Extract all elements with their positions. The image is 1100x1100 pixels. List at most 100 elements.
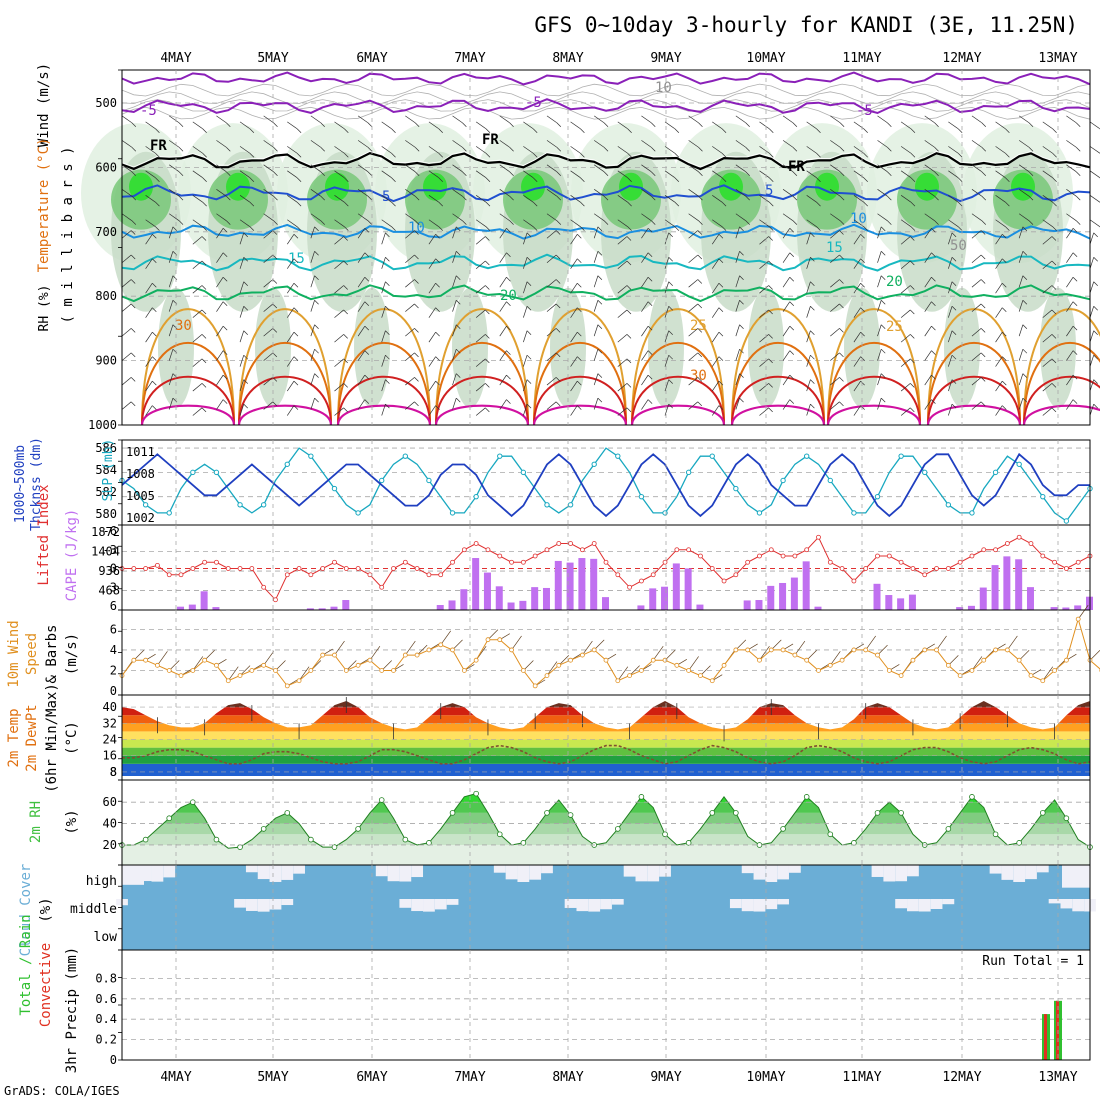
wind-barb — [806, 195, 817, 203]
wind-barb — [499, 399, 507, 410]
wind-barb — [1066, 140, 1077, 148]
wind-barb — [593, 213, 605, 221]
temp-tick: 16 — [103, 749, 117, 763]
ylabel-cloud-cover: Cloud Cover — [18, 864, 34, 957]
wind-barb — [664, 170, 676, 178]
slp-point — [851, 510, 857, 516]
wind-barb-flag — [668, 281, 673, 287]
wind10m-point — [662, 657, 668, 663]
ylabel-rh-units: (%) — [64, 809, 80, 834]
contour-label: -5 — [525, 95, 542, 111]
li-point — [792, 553, 798, 559]
rh2m-point — [898, 810, 904, 816]
cape-tick: 1872 — [91, 525, 120, 539]
wind-barb-flag — [910, 226, 916, 231]
wind-barb-flag — [577, 234, 582, 239]
wind-barb-flag — [1022, 226, 1028, 232]
wind-barb-flag — [414, 195, 420, 201]
wind10m-point — [591, 647, 597, 653]
cloud-mid-gap — [1060, 899, 1073, 909]
wind-barb — [310, 324, 315, 337]
wind-barb — [948, 257, 953, 269]
wind10m-point — [532, 683, 538, 689]
wind-barb-flag — [626, 285, 632, 290]
slp-point — [945, 502, 952, 508]
wind-barb — [1042, 260, 1053, 269]
wind-barb — [924, 374, 932, 386]
wind-barb-flag — [718, 331, 724, 337]
wind-barb-flag — [462, 146, 467, 152]
thick-tick-left: 584 — [95, 463, 117, 477]
rh2m-point — [851, 840, 857, 846]
temp-bands — [122, 701, 1090, 776]
wind-barb — [995, 283, 1003, 294]
wind-barb — [239, 355, 245, 367]
wind-barb-flag — [130, 279, 136, 284]
wind-barb — [405, 213, 416, 221]
wind-barb — [664, 281, 670, 294]
cloud-high-gap — [493, 865, 506, 873]
wind10m-point — [686, 668, 692, 673]
wind10m-point — [320, 652, 326, 658]
wind-barb — [428, 356, 436, 367]
wind-barb-flag — [272, 377, 278, 382]
cape-bar — [495, 586, 503, 610]
cape-bar — [212, 607, 220, 610]
wind-barb-flag — [931, 399, 936, 404]
wind-barb-flag — [627, 226, 632, 231]
wind-barb — [782, 325, 791, 337]
wind10m-point — [1063, 657, 1069, 663]
wind-barb — [475, 170, 487, 178]
wind-barb — [712, 121, 723, 130]
temp-contour-30 — [631, 341, 725, 426]
ylabel-cloud-units: (%) — [38, 897, 54, 922]
wind-barb-flag — [367, 195, 373, 201]
wind-barb — [499, 213, 510, 221]
wind-barb-flag — [1052, 201, 1057, 207]
wind-barb-flag — [367, 220, 373, 225]
wind-barb — [286, 405, 295, 416]
wind-barb — [617, 236, 628, 245]
wind-barb — [948, 232, 953, 245]
wind10m-point — [934, 647, 939, 653]
wind-barb-flag — [201, 236, 207, 241]
wind-barb — [924, 228, 932, 239]
wind-barb-flag — [509, 195, 514, 201]
wind-barb — [570, 146, 581, 154]
wind-barb-flag — [435, 307, 440, 312]
precip-conv-bar — [1056, 1000, 1059, 1060]
slp-point — [922, 469, 928, 476]
slp-point — [473, 493, 479, 500]
wind-barb-flag — [597, 251, 603, 256]
cloud-high-gap — [1062, 865, 1090, 888]
temp-contour-30 — [141, 341, 235, 426]
slp-point — [497, 453, 503, 459]
temp-contour-25 — [927, 308, 1021, 426]
temp-contour-35 — [238, 375, 332, 426]
wind-barb — [263, 401, 274, 410]
wind10m-barb — [830, 651, 841, 666]
wind-barb-flag — [526, 330, 532, 335]
li-point — [426, 572, 432, 578]
wind-barb — [830, 303, 840, 312]
wind-barb — [688, 377, 699, 386]
cloud-high-gap — [907, 865, 919, 877]
wind-barb — [641, 350, 649, 361]
wind-barb-flag — [647, 399, 653, 404]
wind-barb-flag — [768, 236, 773, 241]
wind-barb — [1042, 309, 1053, 318]
wind-barb — [381, 355, 386, 367]
wind-barb-flag — [385, 232, 390, 238]
rh-shade-blob — [423, 172, 447, 201]
wind-barb-flag — [438, 201, 444, 207]
wind-barb-flag — [839, 171, 845, 176]
wind-barb-flag — [414, 230, 419, 235]
run-total-label: Run Total = 1 — [982, 954, 1084, 969]
wind-barb — [617, 146, 628, 154]
wind-barb — [759, 334, 769, 343]
temp-contour-35 — [927, 375, 1021, 426]
cloud-mid-gap — [1072, 899, 1085, 912]
wind-barb — [523, 355, 528, 367]
li-point — [155, 562, 160, 568]
wind-barb — [287, 121, 298, 130]
